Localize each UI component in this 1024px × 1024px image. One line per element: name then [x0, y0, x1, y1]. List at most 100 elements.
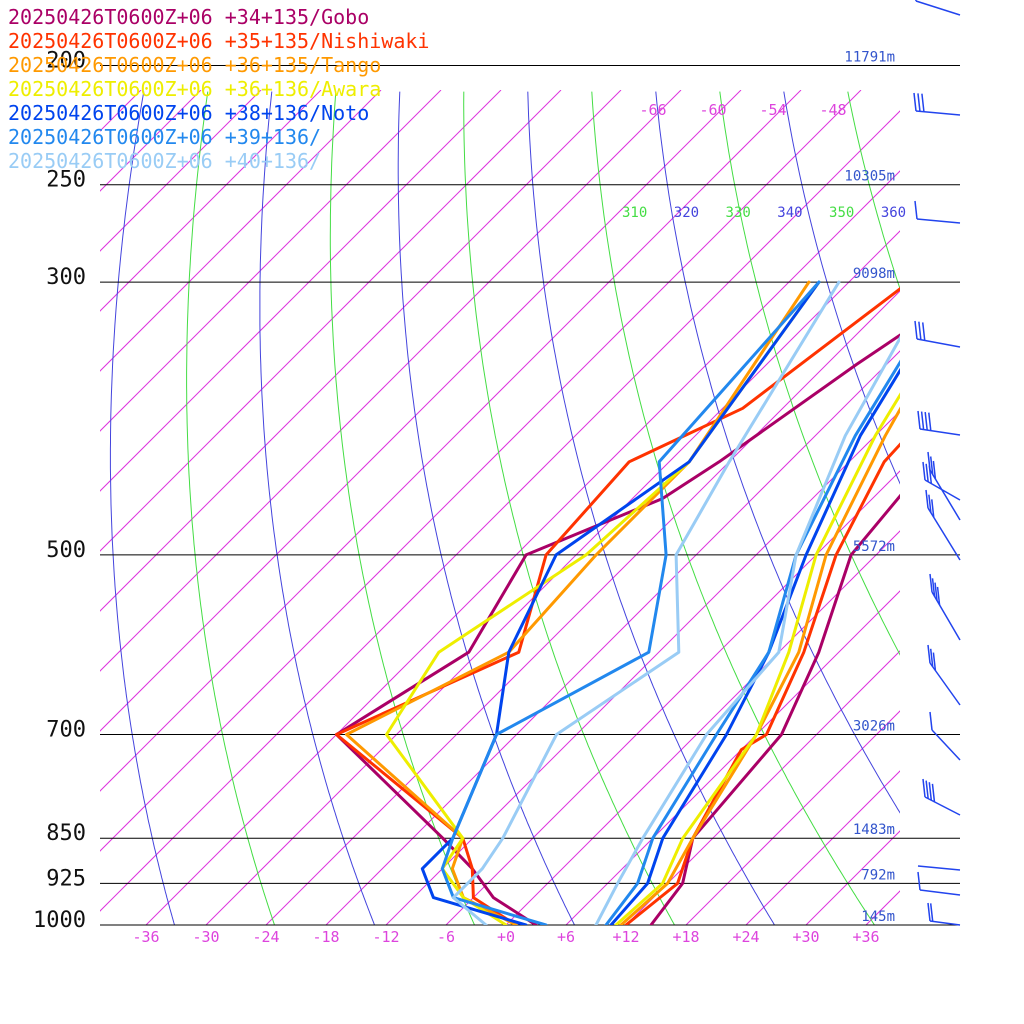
wind-barb-icon: [915, 0, 961, 16]
isentrope-label: 310: [622, 205, 647, 221]
isentrope-label: 360: [881, 205, 906, 221]
wind-barb-icon: [922, 461, 961, 501]
legend-entry: 20250426T0600Z+06 +36+135/Tango: [8, 53, 381, 77]
pressure-label: 200: [46, 49, 86, 74]
sounding-profiles: [335, 280, 900, 925]
height-label: 792m: [861, 867, 895, 883]
isentrope-line: [0, 92, 16, 952]
isentrope-line: [527, 91, 776, 925]
legend-entry: 20250426T0600Z+06 +38+136/Noto: [8, 101, 369, 125]
top-temp-label: -54: [759, 101, 786, 119]
legend-entry: 20250426T0600Z+06 +34+135/Gobo: [8, 5, 369, 29]
isentrope-label: 320: [674, 205, 699, 221]
isotherm-line: [100, 90, 502, 492]
x-tick-label: -6: [437, 928, 455, 946]
isotherm-line: [100, 90, 442, 432]
isotherm-line: [100, 90, 382, 372]
wind-barb-icon: [914, 320, 961, 348]
legend-entry: 20250426T0600Z+06 +39+136/: [8, 125, 321, 149]
isentrope-line: [719, 91, 900, 656]
height-label: 11791m: [844, 50, 895, 66]
wind-barb-icon: [927, 902, 961, 926]
isotherm-line: [100, 90, 202, 192]
x-tick-label: +18: [672, 928, 699, 946]
isotherm-line: [0, 90, 81, 925]
isotherm-line: [625, 650, 900, 925]
temperature-profile: [619, 406, 900, 925]
pressure-label: 925: [46, 866, 86, 891]
isotherm-line: [100, 90, 142, 132]
isentrope-line: [397, 91, 576, 925]
isotherm-line: [385, 410, 900, 925]
isentrope-line: [976, 92, 1024, 952]
x-tick-label: +30: [792, 928, 819, 946]
legend-entry: 20250426T0600Z+06 +36+136/Awara: [8, 77, 381, 101]
wind-barb-icon: [922, 778, 961, 816]
isotherm-line: [100, 90, 622, 612]
isotherm-line: [100, 90, 802, 792]
height-label: 9098m: [853, 266, 895, 282]
isentrope-label: 340: [777, 205, 802, 221]
isotherm-line: [100, 90, 562, 552]
isentrope-line: [463, 91, 676, 925]
dewpoint-profile: [345, 280, 811, 925]
x-tick-label: -30: [192, 928, 219, 946]
top-temp-label: -48: [819, 101, 846, 119]
temperature-profile: [649, 493, 900, 925]
pressure-label: 500: [46, 538, 86, 563]
legend-entry: 20250426T0600Z+06 +35+135/Nishiwaki: [8, 29, 429, 53]
pressure-label: 700: [46, 718, 86, 743]
isentrope-line: [109, 91, 176, 925]
height-label: 145m: [861, 909, 895, 925]
isotherm-line: [100, 90, 742, 732]
wind-barb-icon: [913, 92, 961, 116]
wind-barbs: [913, 0, 961, 926]
legend: 20250426T0600Z+06 +34+135/Gobo20250426T0…: [8, 5, 429, 173]
isotherm-line: [100, 90, 262, 252]
axis-labels: 10016277m15013695m20011791m25010305m3009…: [33, 49, 906, 946]
isotherm-line: [565, 590, 900, 925]
isotherm-line: [100, 90, 682, 672]
isentrope-line: [783, 91, 900, 485]
temperature-profile: [624, 442, 900, 925]
dewpoint-profile: [335, 333, 900, 925]
isotherm-line: [685, 710, 900, 925]
isentrope-label: 330: [726, 205, 751, 221]
isentrope-line: [186, 91, 276, 925]
x-tick-label: +36: [852, 928, 879, 946]
isotherm-line: [505, 530, 900, 925]
wind-barb-icon: [917, 865, 961, 871]
pressure-label: 300: [46, 265, 86, 290]
x-tick-label: +24: [732, 928, 759, 946]
isotherm-line: [100, 90, 862, 852]
x-tick-label: -36: [132, 928, 159, 946]
x-tick-label: -12: [372, 928, 399, 946]
dewpoint-profile: [451, 280, 841, 925]
temperature-profile: [594, 335, 900, 925]
top-temp-label: -66: [639, 101, 666, 119]
dewpoint-profile: [440, 280, 821, 925]
isotherm-line: [445, 470, 900, 925]
pressure-label: 1000: [33, 908, 86, 933]
height-label: 1483m: [853, 822, 895, 838]
isentrope-line: [655, 91, 900, 814]
isotherm-line: [745, 770, 900, 925]
temperature-profile: [604, 359, 900, 925]
isotherm-lines: [0, 90, 900, 925]
temperature-profile: [609, 367, 900, 925]
x-tick-label: +12: [612, 928, 639, 946]
x-tick-label: +0: [497, 928, 515, 946]
isotherm-line: [100, 110, 900, 912]
wind-barb-icon: [929, 711, 961, 761]
wind-barb-icon: [917, 410, 961, 436]
height-label: 3026m: [853, 719, 895, 735]
x-tick-label: -18: [312, 928, 339, 946]
isotherm-line: [100, 90, 322, 312]
wind-barb-icon: [925, 489, 961, 561]
pressure-label: 850: [46, 821, 86, 846]
x-tick-label: +6: [557, 928, 575, 946]
isentrope-line: [329, 91, 476, 925]
top-temp-label: -60: [699, 101, 726, 119]
height-label: 10305m: [844, 169, 895, 185]
